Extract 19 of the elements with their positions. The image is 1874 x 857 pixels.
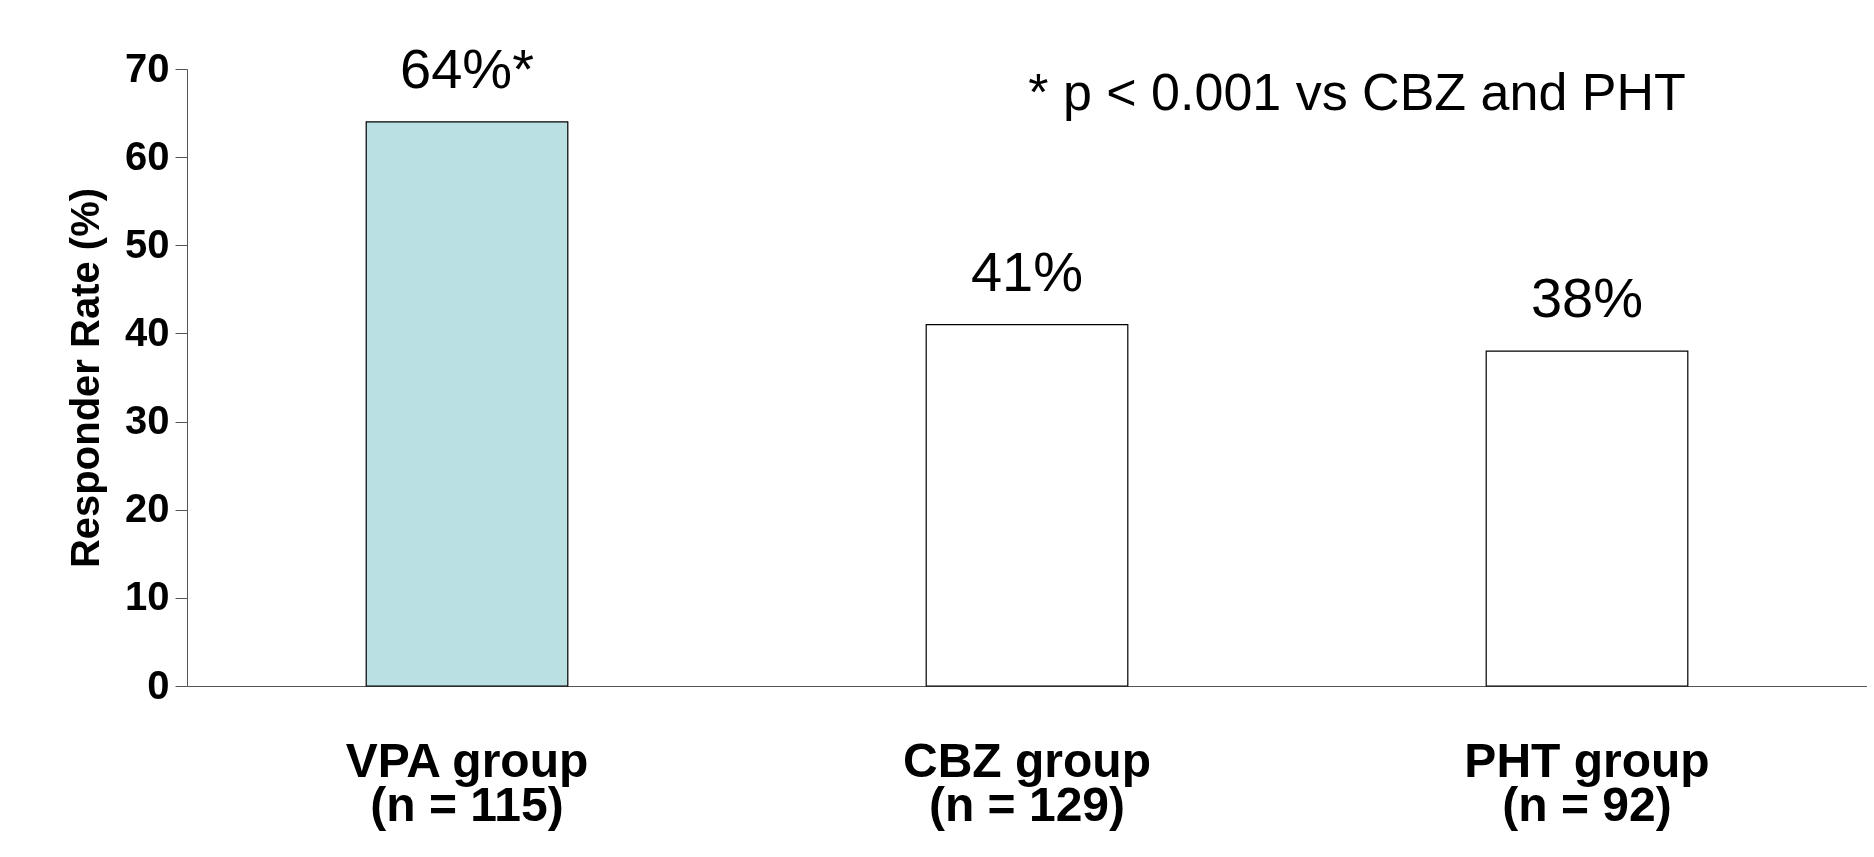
x-tick-label: VPA group (n = 115) — [345, 733, 589, 831]
y-tick-label: 40 — [125, 309, 170, 354]
data-label: 41% — [970, 239, 1084, 303]
y-tick-label: 20 — [125, 486, 170, 531]
y-axis-title: Responder Rate (%) — [63, 187, 108, 569]
data-label: 38% — [1530, 266, 1644, 330]
y-tick-label: 0 — [147, 662, 170, 707]
y-tick-label: 60 — [125, 133, 170, 178]
x-tick-label: CBZ group (n = 129) — [903, 733, 1151, 831]
annotation: * p < 0.001 vs CBZ and PHT — [1028, 63, 1686, 121]
bar — [1485, 350, 1689, 687]
bar — [365, 121, 569, 687]
bar — [925, 324, 1129, 687]
data-label: 64%* — [400, 36, 534, 100]
x-tick-label: PHT group (n = 92) — [1464, 733, 1710, 831]
y-tick-label: 50 — [125, 221, 170, 266]
y-tick-label: 70 — [125, 45, 170, 90]
y-tick-label: 30 — [125, 398, 170, 443]
y-tick-label: 10 — [125, 574, 170, 619]
